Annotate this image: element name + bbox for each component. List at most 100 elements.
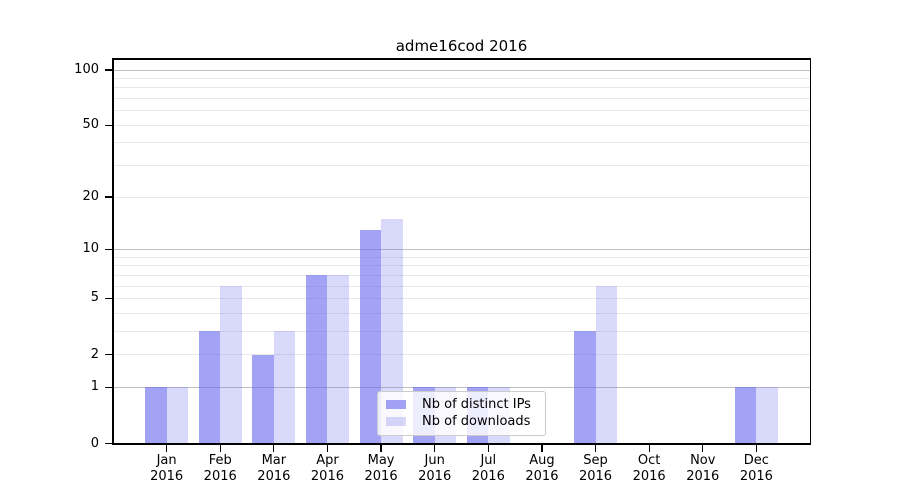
x-tick-month: Nov xyxy=(690,453,716,468)
x-tick-dec xyxy=(755,445,758,452)
y-tick-label-5: 5 xyxy=(90,290,99,306)
x-tick-apr xyxy=(326,445,329,452)
bar-downloads-jan xyxy=(166,387,189,444)
gridline-minor-20 xyxy=(113,196,810,198)
x-tick-year: 2016 xyxy=(257,468,291,484)
gridline-minor-50 xyxy=(113,124,810,126)
bar-downloads-apr xyxy=(327,275,349,444)
bar-downloads-may xyxy=(381,219,403,444)
gridline-minor-80 xyxy=(113,87,810,89)
x-tick-month: Sep xyxy=(583,453,608,468)
x-tick-month: Aug xyxy=(529,453,555,468)
x-tick-label-dec: Dec 2016 xyxy=(728,453,784,484)
x-tick-sep xyxy=(594,445,597,452)
gridline-minor-90 xyxy=(113,77,810,79)
legend-swatch-downloads xyxy=(386,417,406,426)
legend: Nb of distinct IPs Nb of downloads xyxy=(377,391,546,436)
gridline-minor-8 xyxy=(113,265,810,267)
gridline-minor-70 xyxy=(113,98,810,100)
y-tick-20 xyxy=(105,196,113,198)
x-tick-year: 2016 xyxy=(310,468,344,484)
x-tick-label-jul: Jul 2016 xyxy=(460,453,516,484)
gridline-major-10 xyxy=(113,248,810,250)
bar-distinct-ips-apr xyxy=(306,275,328,444)
bar-downloads-sep xyxy=(595,286,617,444)
gridline-minor-30 xyxy=(113,165,810,167)
x-tick-month: Oct xyxy=(637,453,661,468)
x-tick-oct xyxy=(648,445,650,452)
gridline-minor-5 xyxy=(113,297,810,299)
bar-distinct-ips-dec xyxy=(734,387,757,444)
legend-label-downloads: Nb of downloads xyxy=(422,414,531,429)
bar-distinct-ips-mar xyxy=(252,354,274,444)
gridline-major-100 xyxy=(113,69,810,71)
y-tick-2 xyxy=(105,353,113,356)
y-tick-1 xyxy=(105,386,113,389)
x-tick-month: Feb xyxy=(208,453,232,468)
x-tick-year: 2016 xyxy=(525,468,559,484)
gridline-minor-6 xyxy=(113,285,810,287)
legend-label-distinct-ips: Nb of distinct IPs xyxy=(422,397,531,412)
y-tick-label-100: 100 xyxy=(74,62,99,77)
x-tick-year: 2016 xyxy=(739,468,773,484)
x-tick-label-oct: Oct 2016 xyxy=(621,453,677,484)
y-tick-5 xyxy=(105,297,113,300)
y-tick-label-2: 2 xyxy=(90,346,99,362)
x-tick-month: Jul xyxy=(480,453,497,468)
gridline-minor-60 xyxy=(113,110,810,112)
x-tick-year: 2016 xyxy=(364,468,398,484)
bar-distinct-ips-sep xyxy=(574,331,596,444)
gridline-minor-7 xyxy=(113,274,810,276)
x-tick-jul xyxy=(487,445,489,452)
y-tick-label-50: 50 xyxy=(82,117,99,133)
gridline-minor-9 xyxy=(113,256,810,258)
gridline-major-1 xyxy=(113,386,810,388)
spine-top xyxy=(112,58,811,60)
x-tick-month: Mar xyxy=(261,453,287,468)
x-tick-year: 2016 xyxy=(632,468,666,484)
x-tick-month: Jun xyxy=(424,453,445,468)
x-tick-feb xyxy=(219,445,221,452)
x-tick-year: 2016 xyxy=(203,468,237,484)
y-tick-100 xyxy=(105,69,113,71)
y-tick-label-10: 10 xyxy=(82,241,99,257)
x-tick-year: 2016 xyxy=(150,468,184,484)
x-tick-year: 2016 xyxy=(578,468,613,484)
bar-downloads-feb xyxy=(220,286,242,444)
x-tick-may xyxy=(380,445,382,452)
y-tick-10 xyxy=(105,248,113,251)
x-tick-month: Dec xyxy=(743,453,769,468)
x-tick-month: Jan xyxy=(156,453,177,468)
spine-right xyxy=(809,58,812,445)
x-tick-label-nov: Nov 2016 xyxy=(675,453,731,484)
x-tick-label-aug: Aug 2016 xyxy=(514,453,570,484)
x-tick-label-mar: Mar 2016 xyxy=(246,453,302,484)
legend-entry-distinct-ips: Nb of distinct IPs xyxy=(378,396,545,413)
y-tick-0 xyxy=(105,442,113,445)
spine-left xyxy=(112,58,114,445)
y-tick-label-0: 0 xyxy=(90,435,99,451)
x-tick-label-jun: Jun 2016 xyxy=(407,453,463,484)
x-tick-label-sep: Sep 2016 xyxy=(568,453,624,484)
gridline-minor-4 xyxy=(113,312,810,314)
x-tick-nov xyxy=(702,445,704,452)
x-tick-aug xyxy=(541,445,543,452)
y-tick-label-20: 20 xyxy=(82,189,99,205)
gridline-minor-40 xyxy=(113,142,810,144)
x-tick-jun xyxy=(434,445,436,452)
x-tick-jan xyxy=(165,445,168,452)
y-tick-50 xyxy=(105,124,113,126)
bar-distinct-ips-feb xyxy=(198,331,221,444)
x-tick-label-feb: Feb 2016 xyxy=(192,453,248,484)
chart-title: adme16cod 2016 xyxy=(395,37,528,55)
x-tick-year: 2016 xyxy=(418,468,452,484)
spine-bottom xyxy=(112,443,811,445)
x-tick-label-jan: Jan 2016 xyxy=(139,453,195,484)
x-tick-month: Apr xyxy=(316,453,339,468)
x-tick-label-apr: Apr 2016 xyxy=(299,453,355,484)
y-tick-label-1: 1 xyxy=(90,379,99,395)
legend-entry-downloads: Nb of downloads xyxy=(378,413,545,430)
x-tick-year: 2016 xyxy=(471,468,505,484)
bar-downloads-mar xyxy=(273,331,296,444)
